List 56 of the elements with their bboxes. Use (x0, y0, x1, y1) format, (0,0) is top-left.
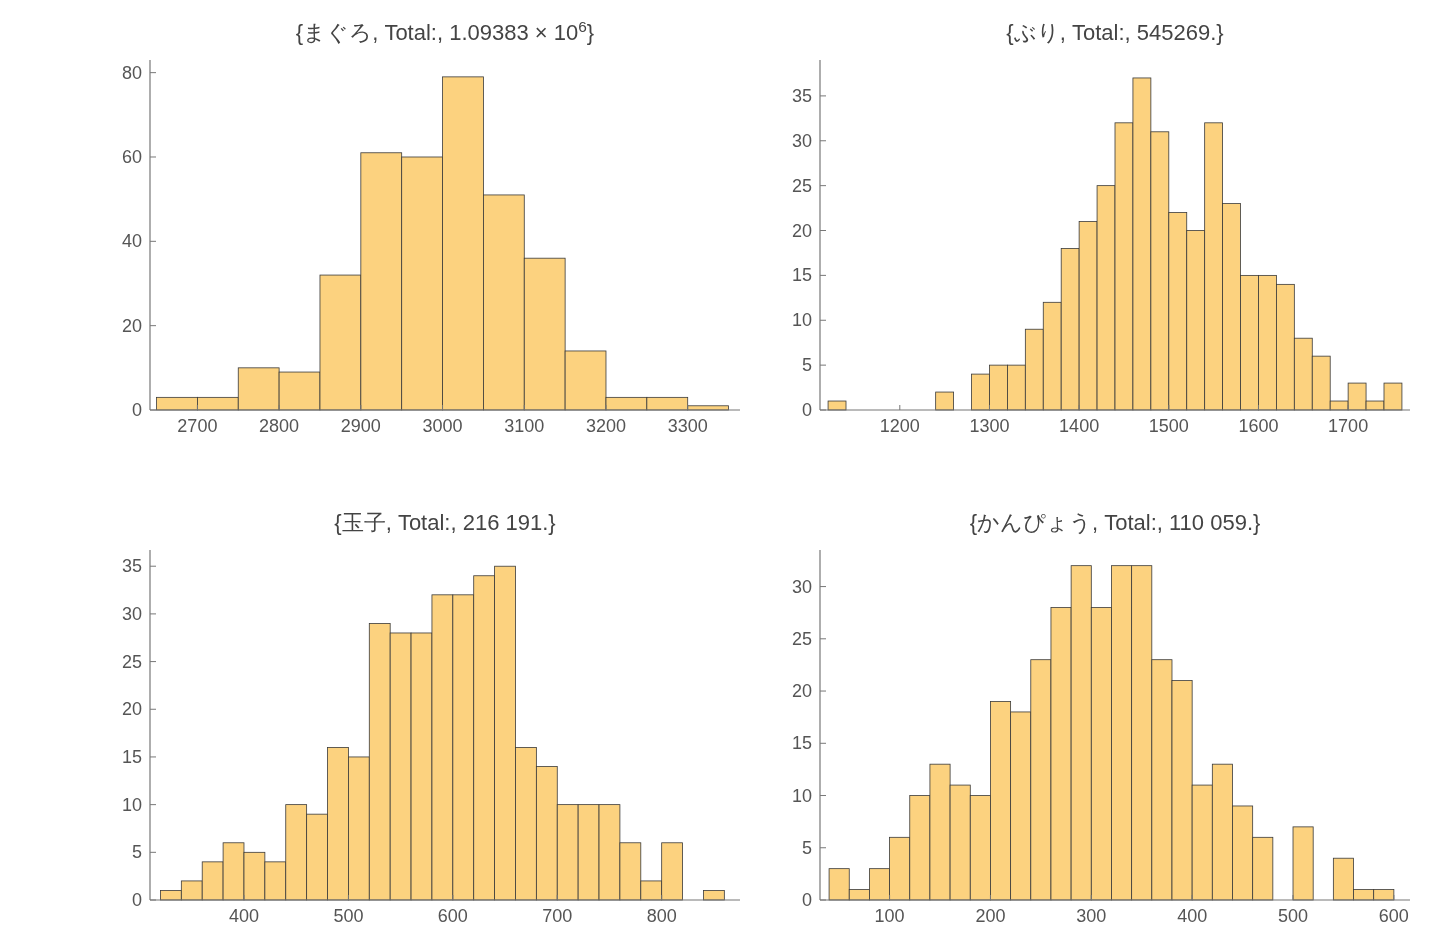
y-tick-label: 5 (131, 842, 142, 863)
y-tick-label: 20 (121, 699, 142, 720)
y-tick-label: 0 (131, 890, 142, 910)
chart-title: {まぐろ, Total:, 1.09383 × 10$^{6}$} (295, 17, 595, 45)
x-tick-label: 2900 (340, 416, 381, 436)
x-tick-label: 3300 (667, 416, 708, 436)
y-tick-label: 15 (791, 733, 812, 754)
x-tick-label: 3000 (422, 416, 463, 436)
y-tick-label: 30 (791, 576, 812, 597)
x-tick-label: 600 (437, 906, 468, 926)
x-tick-label: 800 (646, 906, 677, 926)
y-tick-label: 25 (791, 628, 812, 649)
y-tick-label: 0 (801, 400, 812, 420)
x-tick-label: 200 (975, 906, 1006, 926)
y-tick-label: 35 (791, 85, 812, 106)
x-tick-label: 400 (228, 906, 260, 926)
y-tick-label: 10 (121, 794, 142, 815)
y-tick-label: 0 (801, 890, 812, 910)
x-tick-label: 3200 (585, 416, 627, 436)
x-tick-label: 1400 (1059, 416, 1100, 436)
x-tick-label: 1200 (879, 416, 920, 436)
y-tick-label: 40 (121, 231, 142, 252)
y-tick-label: 0 (131, 400, 142, 420)
x-tick-label: 3100 (504, 416, 545, 436)
x-tick-label: 300 (1076, 906, 1107, 926)
y-tick-label: 35 (121, 556, 142, 577)
x-tick-label: 2700 (177, 416, 218, 436)
y-tick-label: 10 (791, 310, 812, 331)
x-tick-label: 400 (1177, 906, 1208, 926)
x-tick-label: 700 (542, 906, 573, 926)
y-tick-label: 30 (791, 130, 812, 151)
chart-title: {玉子, Total:, 216 191.} (334, 510, 556, 535)
y-tick-label: 5 (801, 355, 812, 376)
y-tick-label: 60 (121, 146, 142, 167)
y-tick-label: 25 (791, 175, 812, 196)
x-tick-label: 1600 (1238, 416, 1279, 436)
x-tick-label: 1300 (969, 416, 1010, 436)
y-tick-label: 20 (791, 681, 812, 702)
x-tick-label: 500 (333, 906, 364, 926)
y-tick-label: 20 (791, 220, 812, 241)
x-tick-label: 100 (874, 906, 905, 926)
chart-title: {ぶり, Total:, 545269.} (1006, 20, 1224, 45)
y-tick-label: 25 (121, 651, 142, 672)
y-tick-label: 30 (121, 603, 142, 624)
y-tick-label: 20 (121, 315, 142, 336)
y-tick-label: 80 (121, 62, 142, 83)
y-tick-label: 10 (791, 785, 812, 806)
y-tick-label: 5 (801, 837, 812, 858)
x-tick-label: 600 (1378, 906, 1409, 926)
x-tick-label: 2800 (259, 416, 300, 436)
x-tick-label: 1700 (1328, 416, 1369, 436)
x-tick-label: 500 (1277, 906, 1309, 926)
x-tick-label: 1500 (1148, 416, 1189, 436)
y-tick-label: 15 (791, 265, 812, 286)
y-tick-label: 15 (121, 746, 142, 767)
chart-title: {かんぴょう, Total:, 110 059.} (969, 510, 1261, 535)
